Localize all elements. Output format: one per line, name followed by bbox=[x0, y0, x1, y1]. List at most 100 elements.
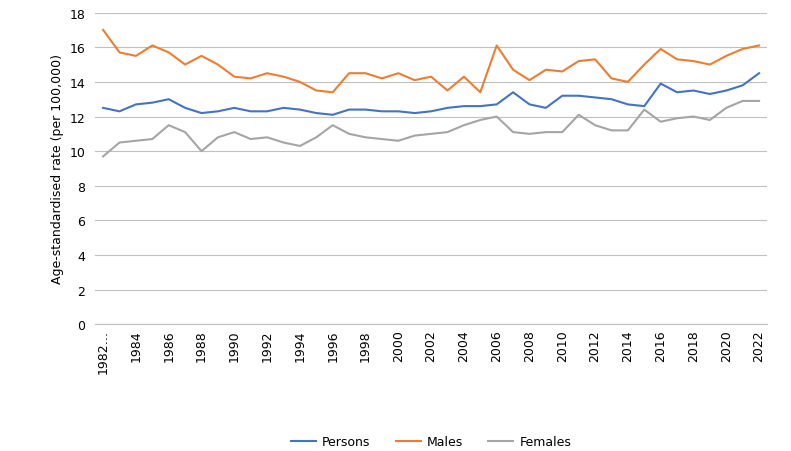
Females bbox=[344, 132, 354, 137]
Persons bbox=[640, 104, 649, 110]
Persons bbox=[443, 106, 452, 111]
Persons bbox=[475, 104, 485, 110]
Males bbox=[524, 78, 534, 84]
Persons bbox=[492, 102, 501, 108]
Persons bbox=[574, 94, 584, 99]
Persons bbox=[394, 109, 403, 115]
Males bbox=[558, 69, 567, 75]
Females bbox=[295, 144, 305, 149]
Males bbox=[640, 63, 649, 68]
Females bbox=[492, 115, 501, 120]
Females bbox=[524, 132, 534, 137]
Persons bbox=[623, 102, 633, 108]
Females bbox=[607, 129, 616, 134]
Line: Females: Females bbox=[103, 101, 759, 157]
Persons bbox=[656, 82, 665, 87]
Persons bbox=[738, 83, 747, 89]
Persons bbox=[361, 108, 370, 113]
Males bbox=[197, 54, 206, 60]
Females bbox=[623, 129, 633, 134]
Females bbox=[541, 130, 551, 135]
Males bbox=[164, 51, 173, 56]
Persons bbox=[295, 108, 305, 113]
Persons bbox=[344, 108, 354, 113]
Males bbox=[590, 58, 600, 63]
Males bbox=[344, 71, 354, 77]
Persons bbox=[721, 88, 731, 94]
Males bbox=[394, 71, 403, 77]
Males bbox=[607, 77, 616, 82]
Females bbox=[213, 135, 222, 141]
Males bbox=[574, 59, 584, 64]
Persons bbox=[115, 109, 124, 115]
Males bbox=[131, 54, 141, 60]
Females bbox=[738, 99, 747, 104]
Persons bbox=[328, 113, 338, 118]
Males bbox=[672, 58, 682, 63]
Females bbox=[148, 137, 157, 143]
Males bbox=[541, 68, 551, 73]
Persons bbox=[263, 109, 272, 115]
Males bbox=[246, 77, 255, 82]
Males bbox=[295, 80, 305, 85]
Females bbox=[558, 130, 567, 135]
Persons bbox=[459, 104, 468, 110]
Females bbox=[426, 132, 436, 137]
Females bbox=[705, 118, 714, 124]
Males bbox=[180, 63, 190, 68]
Females bbox=[197, 149, 206, 155]
Males bbox=[426, 75, 436, 80]
Males bbox=[377, 77, 387, 82]
Males bbox=[623, 80, 633, 85]
Persons bbox=[246, 109, 255, 115]
Persons bbox=[672, 90, 682, 96]
Persons bbox=[541, 106, 551, 111]
Females bbox=[312, 135, 321, 141]
Persons bbox=[590, 96, 600, 101]
Females bbox=[229, 130, 239, 135]
Persons bbox=[148, 101, 157, 106]
Males bbox=[98, 28, 108, 33]
Persons bbox=[755, 71, 764, 77]
Females bbox=[246, 137, 255, 143]
Persons bbox=[278, 106, 288, 111]
Males bbox=[689, 59, 698, 64]
Males bbox=[656, 47, 665, 53]
Persons bbox=[524, 102, 534, 108]
Males bbox=[410, 78, 419, 84]
Females bbox=[574, 113, 584, 118]
Males bbox=[459, 75, 468, 80]
Persons bbox=[509, 90, 518, 96]
Persons bbox=[377, 109, 387, 115]
Persons bbox=[131, 102, 141, 108]
Males bbox=[312, 88, 321, 94]
Females bbox=[640, 108, 649, 113]
Females bbox=[180, 130, 190, 135]
Males bbox=[705, 63, 714, 68]
Y-axis label: Age-standardised rate (per 100,000): Age-standardised rate (per 100,000) bbox=[51, 55, 64, 284]
Females bbox=[459, 123, 468, 129]
Females bbox=[278, 141, 288, 146]
Males bbox=[278, 75, 288, 80]
Females bbox=[410, 133, 419, 139]
Males bbox=[509, 68, 518, 73]
Males bbox=[721, 54, 731, 60]
Persons bbox=[180, 106, 190, 111]
Females bbox=[164, 123, 173, 129]
Females bbox=[328, 123, 338, 129]
Persons bbox=[426, 109, 436, 115]
Females bbox=[509, 130, 518, 135]
Persons bbox=[410, 111, 419, 116]
Females bbox=[98, 154, 108, 160]
Females bbox=[672, 116, 682, 122]
Females bbox=[377, 137, 387, 143]
Line: Persons: Persons bbox=[103, 74, 759, 115]
Females bbox=[394, 139, 403, 144]
Persons bbox=[558, 94, 567, 99]
Females bbox=[443, 130, 452, 135]
Females bbox=[689, 115, 698, 120]
Males bbox=[361, 71, 370, 77]
Females bbox=[361, 135, 370, 141]
Males bbox=[229, 75, 239, 80]
Females bbox=[115, 141, 124, 146]
